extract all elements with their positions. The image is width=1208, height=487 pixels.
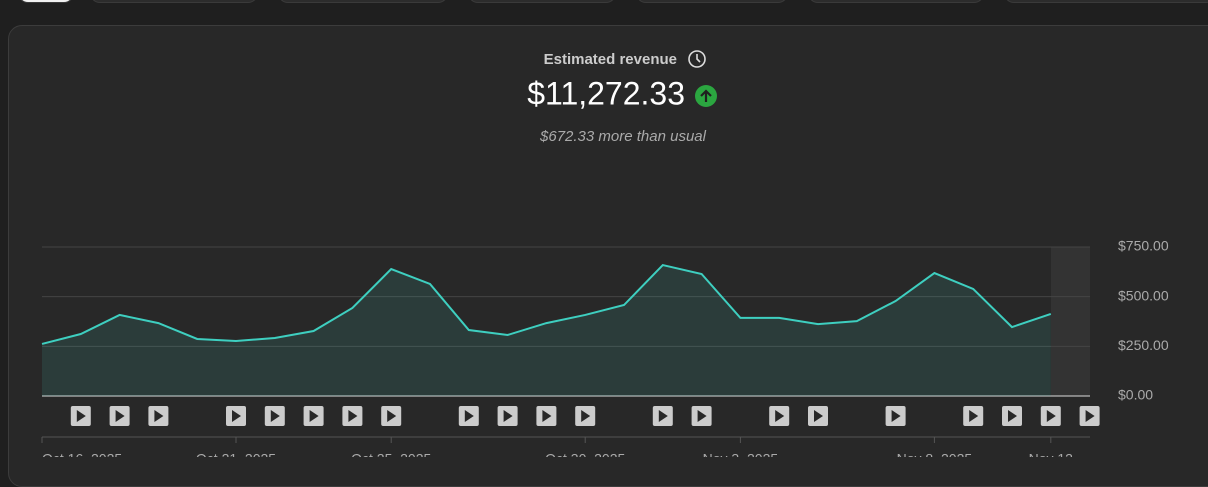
video-marker-icon [76,410,86,422]
metric-title: Estimated revenue [544,51,677,68]
video-marker-icon [658,410,668,422]
video-marker-icon [503,410,513,422]
video-marker-icon [1008,410,1017,422]
video-marker-icon [775,410,785,422]
page: Estimated revenue $11,272.33 $672.33 mor… [8,0,1208,487]
x-tick-label: Oct 25, 2025 [351,451,431,457]
area [42,265,1051,396]
y-tick-label: $750.00 [1118,238,1169,254]
metric-comparison: $672.33 more than usual [539,128,707,145]
video-marker-icon [891,410,901,422]
video-marker-icon [387,410,397,422]
x-tick-label: Oct 30, 2025 [545,451,625,457]
video-marker-icon [1085,410,1095,422]
video-marker-icon [581,410,591,422]
chart: Estimated revenue $11,272.33 $672.33 mor… [41,50,1169,457]
video-marker-icon [348,410,358,422]
y-tick-label: $250.00 [1118,337,1169,353]
line [41,263,1052,345]
x-tick-label: Oct 21, 2025 [196,451,276,457]
video-marker-icon [542,410,552,422]
video-marker-icon [814,410,823,422]
video-marker-icon [154,410,164,422]
y-tick-label: $500.00 [1118,287,1169,303]
up-icon [695,85,717,107]
metric-value: $11,272.33 [527,75,685,111]
video-marker-icon [309,410,319,422]
video-marker-icon [232,410,241,422]
video-marker-icon [270,410,280,422]
video-marker-icon [969,410,979,422]
video-marker-icon [464,410,474,422]
x-tick-label: Nov 12 [1029,451,1074,457]
x-tick-label: Nov 3, 2025 [703,451,779,457]
x-tick-label: Oct 16, 2025 [42,451,122,457]
video-marker-icon [115,410,125,422]
video-marker-icon [697,410,707,422]
partial-period [1051,247,1090,396]
y-tick-label: $0.00 [1118,387,1153,403]
x-tick-label: Nov 8, 2025 [897,451,973,457]
clock-icon[interactable] [688,50,706,68]
video-marker-icon [1046,410,1056,422]
